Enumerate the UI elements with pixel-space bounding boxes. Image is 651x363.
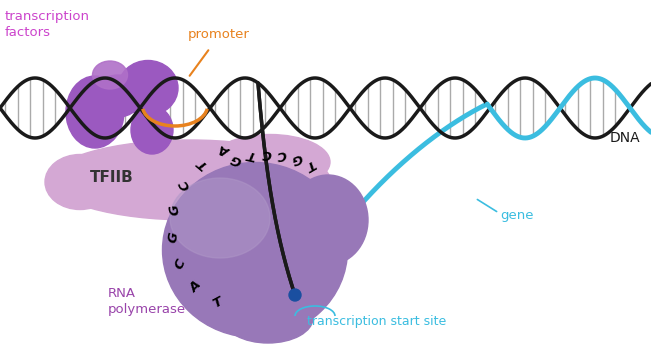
Ellipse shape <box>163 163 348 338</box>
Ellipse shape <box>92 61 128 89</box>
Text: G: G <box>289 150 304 166</box>
Text: C: C <box>173 257 189 271</box>
Ellipse shape <box>66 76 124 148</box>
Text: A: A <box>188 278 204 295</box>
Text: transcription
factors: transcription factors <box>5 10 90 39</box>
Circle shape <box>289 289 301 301</box>
Text: G: G <box>229 151 243 167</box>
Ellipse shape <box>50 140 330 220</box>
Ellipse shape <box>223 293 313 343</box>
Text: T: T <box>195 156 210 171</box>
Text: T: T <box>245 147 256 162</box>
Text: TFIIB: TFIIB <box>90 171 133 185</box>
Ellipse shape <box>118 61 178 115</box>
Text: DNA: DNA <box>610 131 641 145</box>
Ellipse shape <box>45 155 115 209</box>
Ellipse shape <box>131 106 173 154</box>
Text: C: C <box>276 147 288 161</box>
Ellipse shape <box>288 175 368 265</box>
Text: gene: gene <box>500 208 534 221</box>
Ellipse shape <box>170 178 270 258</box>
Text: G: G <box>167 231 180 244</box>
Ellipse shape <box>94 75 142 117</box>
Text: T: T <box>303 156 318 172</box>
Text: T: T <box>211 295 225 311</box>
Text: promoter: promoter <box>188 28 250 41</box>
Text: C: C <box>261 146 271 160</box>
Text: A: A <box>219 141 233 157</box>
Text: C: C <box>177 177 193 192</box>
Text: transcription start site: transcription start site <box>307 315 446 328</box>
Ellipse shape <box>210 135 330 189</box>
Text: G: G <box>167 203 182 217</box>
Text: RNA
polymerase: RNA polymerase <box>108 287 186 316</box>
